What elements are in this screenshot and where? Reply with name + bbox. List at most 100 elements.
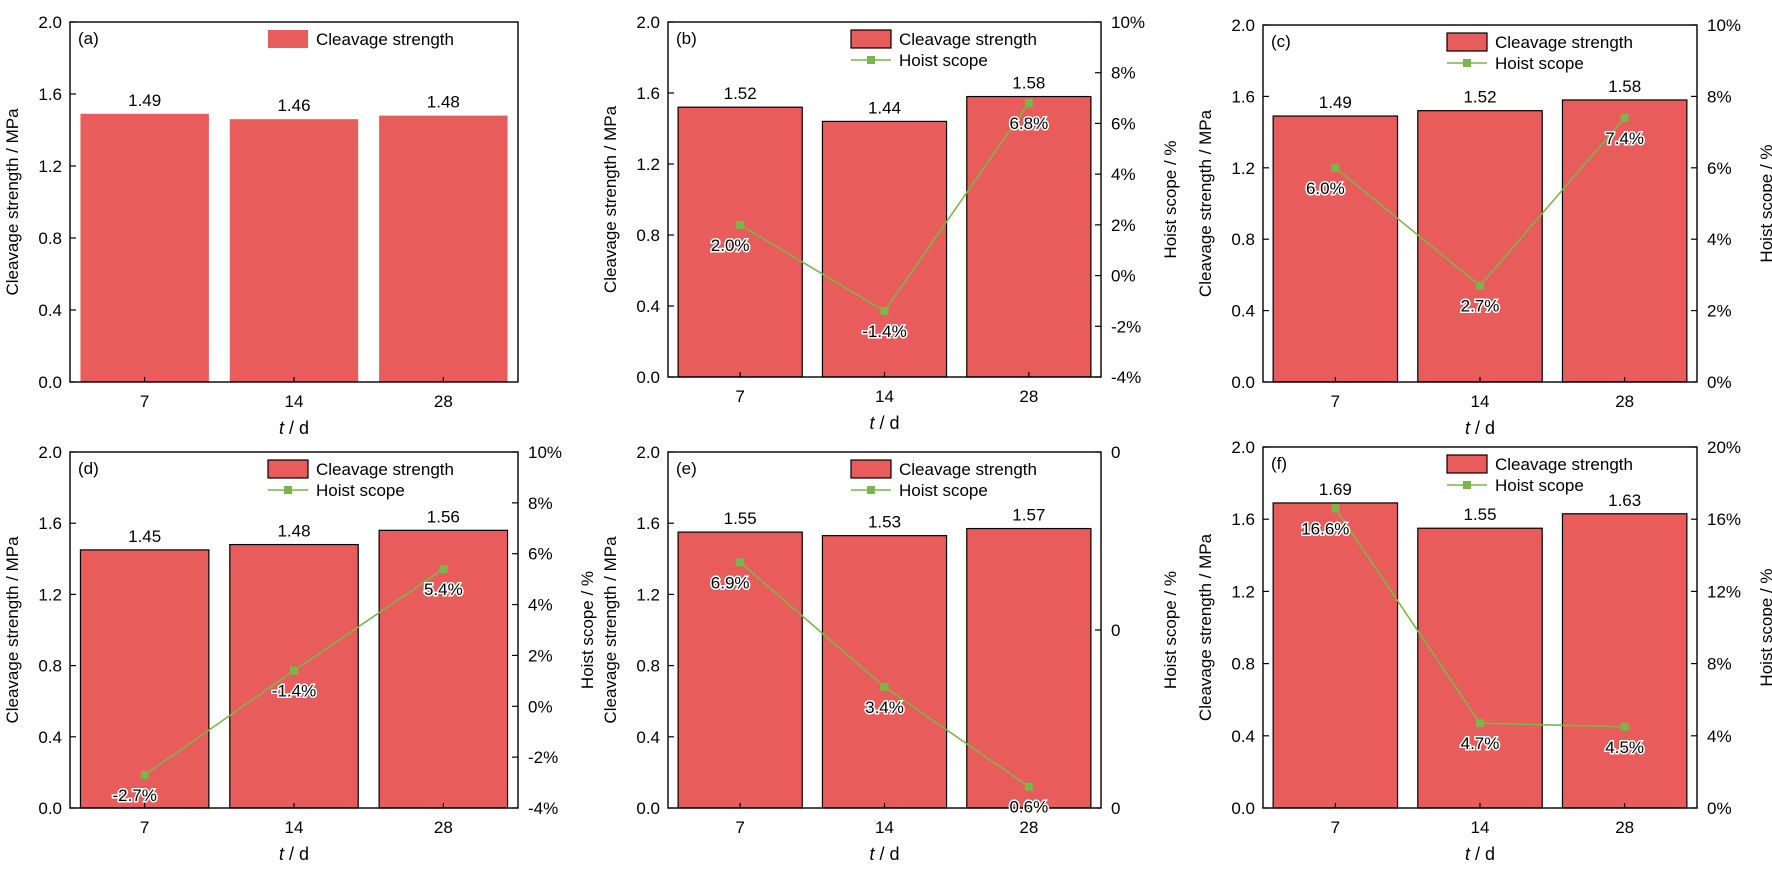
- x-axis-label-unit: / d: [875, 413, 900, 433]
- y-tick-label: 1.6: [1231, 510, 1255, 529]
- panel-a: 1.49 1.46 1.48 0.0 0.4 0.8 1.2 1.6 2.0 7 14 28 t / d…: [3, 13, 519, 438]
- hoist-scope-label: 6.0%: [1306, 179, 1345, 198]
- hoist-scope-marker: [439, 564, 448, 573]
- y-tick-label: 0.4: [1231, 302, 1255, 321]
- hoist-scope-marker: [736, 558, 745, 567]
- bar-value-label: 1.45: [128, 527, 161, 546]
- legend-label-bar: Cleavage strength: [316, 460, 454, 479]
- y-tick-label: 1.2: [636, 585, 660, 604]
- y2-tick-label: 0%: [1111, 267, 1136, 286]
- y2-tick-label: -4%: [528, 799, 558, 818]
- y-tick-label: 1.2: [38, 585, 62, 604]
- legend-swatch-bar: [1446, 32, 1488, 52]
- x-axis-label-symbol: t: [869, 844, 875, 864]
- y-tick-label: 1.6: [1231, 87, 1255, 106]
- bar-value-label: 1.46: [277, 96, 310, 115]
- x-axis-label-unit: / d: [1470, 844, 1495, 864]
- x-tick-label: 7: [140, 392, 149, 411]
- bar-value-label: 1.49: [1319, 93, 1352, 112]
- legend-label-bar: Cleavage strength: [316, 30, 454, 49]
- legend-swatch-marker: [284, 486, 292, 494]
- bar-value-label: 1.69: [1319, 480, 1352, 499]
- x-axis-label-symbol: t: [1465, 844, 1471, 864]
- y2-tick-label: 10%: [1707, 16, 1741, 35]
- legend-swatch-bar: [850, 459, 892, 479]
- bar-7: [79, 549, 210, 809]
- x-axis-label: t / d: [869, 844, 899, 864]
- legend-label-bar: Cleavage strength: [899, 460, 1037, 479]
- hoist-scope-label: 4.7%: [1461, 734, 1500, 753]
- y-tick-label: 2.0: [1231, 438, 1255, 457]
- bar-28: [1561, 99, 1688, 383]
- x-axis-label-unit: / d: [284, 418, 309, 438]
- bar-7: [677, 106, 803, 378]
- x-axis-label-symbol: t: [279, 844, 285, 864]
- y-tick-label: 2.0: [38, 13, 62, 32]
- legend-swatch-bar: [268, 30, 308, 48]
- bar-value-label: 1.58: [1608, 77, 1641, 96]
- legend-label-line: Hoist scope: [899, 481, 988, 500]
- hoist-scope-label: 16.6%: [1301, 519, 1349, 538]
- hoist-scope-marker: [1331, 504, 1340, 513]
- bar-28: [966, 527, 1092, 809]
- x-tick-label: 7: [1331, 818, 1340, 837]
- x-tick-label: 28: [434, 818, 453, 837]
- legend-swatch-marker: [867, 56, 875, 64]
- x-tick-label: 14: [285, 818, 304, 837]
- hoist-scope-label: 5.4%: [424, 580, 463, 599]
- panel-label: (c): [1271, 32, 1291, 51]
- y-tick-label: 0.8: [38, 657, 62, 676]
- x-tick-label: 14: [875, 387, 894, 406]
- y2-axis-label: Hoist scope / %: [1757, 568, 1772, 686]
- panel-label: (d): [78, 459, 99, 478]
- y-tick-label: 1.6: [38, 85, 62, 104]
- bar-value-label: 1.56: [427, 507, 460, 526]
- y2-tick-label: 10%: [528, 443, 562, 462]
- y2-tick-label: 4%: [1707, 727, 1732, 746]
- y2-tick-label: -2%: [1111, 317, 1141, 336]
- y-tick-label: 0.0: [636, 368, 660, 387]
- panel-d: 1.45 1.48 1.56 0.0 0.4 0.8 1.2 1.6 2.0 7 14 28 t / d…: [3, 443, 597, 864]
- y2-tick-label: 2%: [528, 646, 553, 665]
- y-tick-label: 0.4: [38, 301, 62, 320]
- bar-28: [1561, 513, 1688, 809]
- panel-label: (e): [676, 459, 697, 478]
- bar-14: [229, 119, 359, 382]
- legend-swatch-bar: [267, 459, 309, 479]
- panel-e: 1.55 1.53 1.57 0.0 0.4 0.8 1.2 1.6 2.0 7 14 28 t / d…: [601, 443, 1180, 864]
- y2-tick-label: 4%: [528, 596, 553, 615]
- bar-28: [378, 529, 509, 809]
- legend-label-bar: Cleavage strength: [1495, 455, 1633, 474]
- x-tick-label: 7: [140, 818, 149, 837]
- bar-14: [821, 535, 948, 809]
- bar-7: [80, 113, 209, 383]
- legend-label-bar: Cleavage strength: [1495, 33, 1633, 52]
- y2-tick-label: 4%: [1111, 165, 1136, 184]
- x-tick-label: 28: [1019, 818, 1038, 837]
- y2-axis-label: Hoist scope / %: [578, 571, 597, 689]
- bar-value-label: 1.52: [1463, 88, 1496, 107]
- x-tick-label: 14: [1471, 392, 1490, 411]
- x-axis-label-symbol: t: [869, 413, 875, 433]
- y-tick-label: 1.2: [1231, 582, 1255, 601]
- y2-tick-label: 16%: [1707, 510, 1741, 529]
- y-tick-label: 1.6: [38, 514, 62, 533]
- y2-tick-label: 6%: [528, 545, 553, 564]
- y2-tick-label: 0%: [528, 697, 553, 716]
- y2-tick-label: 8%: [1707, 87, 1732, 106]
- y-tick-label: 0.4: [38, 728, 62, 747]
- y-axis-label: Cleavage strength / MPa: [1196, 533, 1215, 721]
- y-tick-label: 0.0: [38, 799, 62, 818]
- y2-tick-label: 8%: [1111, 64, 1136, 83]
- y-tick-label: 0.0: [636, 799, 660, 818]
- y2-tick-label: 6%: [1707, 159, 1732, 178]
- hoist-scope-marker: [1476, 719, 1484, 728]
- y-tick-label: 2.0: [38, 443, 62, 462]
- y-axis-label: Cleavage strength / MPa: [601, 536, 620, 724]
- y-tick-label: 0.8: [1231, 230, 1255, 249]
- y2-tick-label: 6%: [1111, 114, 1136, 133]
- y-tick-label: 0.4: [1231, 727, 1255, 746]
- bar-value-label: 1.55: [1463, 505, 1496, 524]
- x-axis-label: t / d: [1465, 844, 1495, 864]
